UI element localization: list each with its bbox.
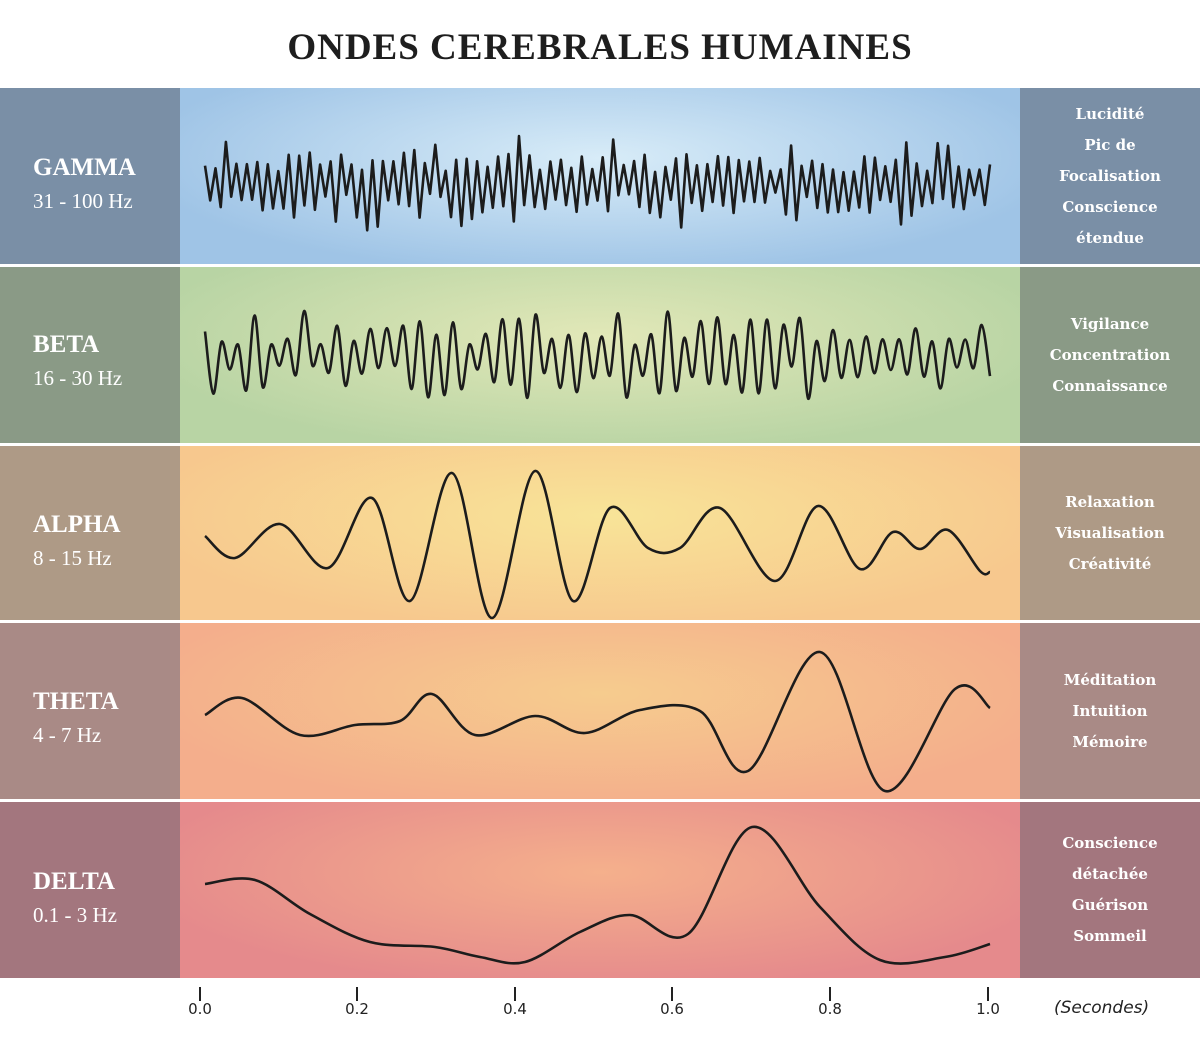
band-name: THETA [33,688,119,715]
band-label-panel: BETA 16 - 30 Hz [0,267,180,443]
descriptor: Pic de [1084,135,1136,154]
descriptor: Sommeil [1073,927,1147,945]
descriptor: Connaissance [1052,376,1168,395]
band-name: BETA [33,331,100,358]
band-label-panel: ALPHA 8 - 15 Hz [0,446,180,620]
band-label-panel: THETA 4 - 7 Hz [0,623,180,799]
descriptor: Conscience [1062,834,1158,852]
time-axis: 0.0 0.2 0.4 0.6 0.8 1.0 (Secondes) [0,980,1200,1040]
descriptor: Focalisation [1059,166,1161,185]
alpha-wave [204,469,991,620]
band-alpha: ALPHA 8 - 15 Hz Relaxation Visualisation… [0,446,1200,620]
descriptor: Lucidité [1075,104,1145,123]
delta-wave [204,825,991,965]
axis-tick [829,987,831,1001]
band-descriptor-panel: Conscience détachée Guérison Sommeil [1020,802,1200,978]
band-delta: DELTA 0.1 - 3 Hz Conscience détachée Gué… [0,802,1200,978]
gamma-wave [203,134,992,232]
descriptor: Vigilance [1070,314,1150,333]
band-frequency: 31 - 100 Hz [33,189,133,213]
descriptor: Visualisation [1055,523,1165,542]
descriptor: Mémoire [1072,732,1148,751]
axis-tick-label: 0.0 [188,1000,212,1018]
axis-tick-label: 0.2 [345,1000,369,1018]
axis-unit: (Secondes) [1054,998,1150,1018]
axis-tick [987,987,989,1001]
band-descriptor-panel: Relaxation Visualisation Créativité [1020,446,1200,620]
descriptor: Guérison [1071,896,1149,914]
band-wave-area [180,88,1020,264]
wave-trace [204,650,991,793]
wave-trace [204,469,991,620]
band-descriptor-panel: Lucidité Pic de Focalisation Conscience … [1020,88,1200,264]
descriptor: Créativité [1068,554,1152,573]
band-frequency: 16 - 30 Hz [33,366,123,390]
band-beta: BETA 16 - 30 Hz Vigilance Concentration … [0,267,1200,443]
descriptor: détachée [1072,865,1148,883]
band-wave-area [180,802,1020,978]
beta-wave [203,309,992,401]
page-title: ONDES CEREBRALES HUMAINES [287,27,913,68]
band-frequency: 8 - 15 Hz [33,546,112,570]
band-frequency: 4 - 7 Hz [33,723,102,747]
axis-tick-label: 1.0 [976,1000,1000,1018]
descriptor: Méditation [1063,670,1157,689]
wave-trace [203,134,992,232]
band-wave-area [180,446,1020,620]
band-wave-area [180,267,1020,443]
band-wave-area [180,623,1020,799]
axis-tick-label: 0.6 [660,1000,684,1018]
wave-trace [203,309,992,401]
band-name: GAMMA [33,154,136,181]
band-label-panel: GAMMA 31 - 100 Hz [0,88,180,264]
band-name: DELTA [33,868,115,895]
axis-tick [514,987,516,1001]
band-gamma: GAMMA 31 - 100 Hz Lucidité Pic de Focali… [0,88,1200,264]
band-label-panel: DELTA 0.1 - 3 Hz [0,802,180,978]
axis-tick-label: 0.8 [818,1000,842,1018]
descriptor: Relaxation [1065,492,1155,511]
descriptor: étendue [1076,228,1144,247]
axis-tick [671,987,673,1001]
axis-tick-label: 0.4 [503,1000,527,1018]
band-descriptor-panel: Vigilance Concentration Connaissance [1020,267,1200,443]
theta-wave [204,650,991,793]
band-name: ALPHA [33,511,121,538]
band-descriptor-panel: Méditation Intuition Mémoire [1020,623,1200,799]
wave-trace [204,825,991,965]
band-theta: THETA 4 - 7 Hz Méditation Intuition Mémo… [0,623,1200,799]
descriptor: Intuition [1072,701,1148,720]
axis-tick [199,987,201,1001]
descriptor: Conscience [1062,197,1158,216]
descriptor: Concentration [1049,345,1171,364]
band-frequency: 0.1 - 3 Hz [33,903,117,927]
axis-tick [356,987,358,1001]
